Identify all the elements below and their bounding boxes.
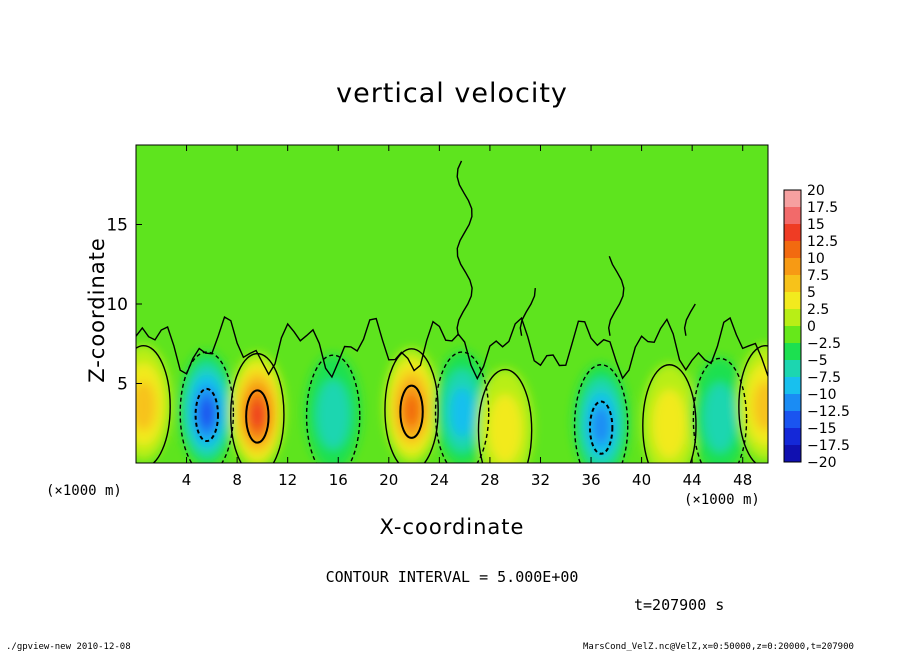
y-tick-label: 5 [117, 375, 128, 395]
contour-line [588, 400, 614, 455]
field-feature [136, 381, 156, 431]
colorbar-label: −7.5 [807, 370, 841, 386]
contour-line [194, 387, 219, 443]
colorbar-label: 0 [807, 319, 816, 335]
contour-line [477, 368, 533, 463]
contour-line [692, 357, 748, 463]
colorbar-segment [784, 309, 801, 327]
colorbar-segment [784, 241, 801, 259]
x-tick-label: 4 [182, 471, 192, 489]
contour-line [384, 348, 439, 463]
contour-line [136, 315, 768, 381]
x-tick-label: 12 [278, 471, 297, 489]
contour-line [399, 384, 424, 439]
x-tick-label: 36 [581, 471, 600, 489]
x-tick-label: 32 [531, 471, 550, 489]
x-unit-right: (×1000 m) [684, 492, 760, 508]
colorbar-label: 10 [807, 251, 825, 267]
contour-line [179, 351, 235, 463]
colorbar-segment [784, 360, 801, 378]
colorbar-frame [783, 189, 802, 463]
colorbar-label: −5 [807, 353, 828, 369]
colorbar-label: 20 [807, 183, 825, 199]
colorbar-label: 17.5 [807, 200, 838, 216]
colorbar-label: −12.5 [807, 404, 850, 420]
footer-left: ./gpview-new 2010-12-08 [6, 642, 131, 652]
field-feature [316, 379, 350, 450]
contour-line [434, 351, 490, 463]
colorbar-segment [784, 258, 801, 276]
y-tick-label: 10 [106, 295, 128, 315]
x-tick-label: 44 [683, 471, 702, 489]
time-label: t=207900 s [634, 596, 725, 614]
colorbar-label: −17.5 [807, 438, 850, 454]
field-feature [250, 401, 264, 429]
colorbar-segment [784, 445, 801, 463]
colorbar-segment [784, 224, 801, 242]
colorbar-segment [784, 326, 801, 344]
field-feature [753, 381, 768, 431]
contour-line [607, 256, 625, 336]
field-feature [591, 406, 611, 445]
x-tick-label: 16 [329, 471, 348, 489]
colorbar-label: 2.5 [807, 302, 829, 318]
chart-title: vertical velocity [336, 78, 568, 109]
field-feature [652, 389, 687, 459]
contour-line [519, 288, 536, 336]
velocity-field [136, 145, 768, 463]
contour-line [136, 344, 171, 463]
x-tick-label: 28 [480, 471, 499, 489]
y-tick-label: 15 [106, 216, 128, 236]
footer-right: MarsCond_VelZ.nc@VelZ,x=0:50000,z=0:2000… [583, 642, 854, 652]
colorbar-segment [784, 292, 801, 310]
field-feature [488, 394, 522, 463]
colorbar-label: −20 [807, 455, 837, 471]
contour-line [573, 364, 629, 463]
colorbar-segment [784, 207, 801, 225]
x-tick-label: 8 [232, 471, 242, 489]
y-axis-label: Z-coordinate [85, 237, 109, 383]
contour-line [305, 354, 361, 463]
colorbar-label: 15 [807, 217, 825, 233]
field-feature [403, 394, 420, 426]
colorbar-label: −10 [807, 387, 837, 403]
contour-line [245, 389, 270, 444]
x-axis-label: X-coordinate [379, 515, 525, 539]
x-tick-label: 48 [733, 471, 752, 489]
colorbar-segment [784, 377, 801, 395]
colorbar-segment [784, 411, 801, 429]
contour-line [738, 344, 768, 463]
colorbar-label: 12.5 [807, 234, 838, 250]
colorbar-label: −2.5 [807, 336, 841, 352]
colorbar-segment [784, 394, 801, 412]
colorbar-segment [784, 343, 801, 361]
x-tick-label: 20 [379, 471, 398, 489]
contour-line [642, 364, 697, 463]
field-feature [199, 397, 215, 430]
colorbar-segment [784, 428, 801, 446]
field-feature [450, 387, 475, 438]
x-unit-left: (×1000 m) [46, 483, 122, 499]
colorbar-label: −15 [807, 421, 837, 437]
x-tick-label: 24 [430, 471, 449, 489]
field-feature [703, 382, 737, 453]
contour-line [456, 160, 473, 336]
colorbar-label: 7.5 [807, 268, 829, 284]
colorbar-label: 5 [807, 285, 816, 301]
contour-interval-label: CONTOUR INTERVAL = 5.000E+00 [325, 568, 579, 586]
colorbar-segment [784, 275, 801, 293]
x-tick-label: 40 [632, 471, 651, 489]
colorbar-segment [784, 190, 801, 208]
contour-line [683, 303, 696, 336]
